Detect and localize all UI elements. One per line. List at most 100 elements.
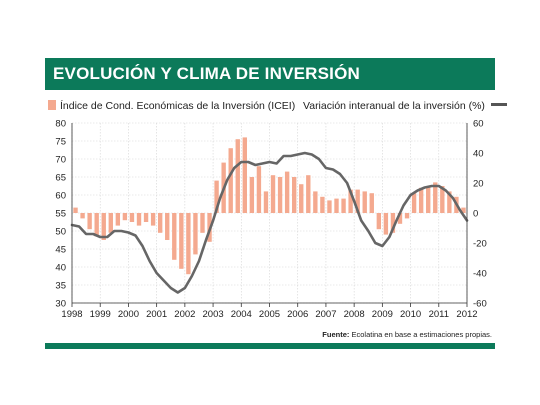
- y-right-tick-label: 60: [473, 118, 484, 129]
- x-tick-label: 2010: [400, 309, 421, 320]
- y-right-tick-label: 40: [473, 148, 484, 159]
- bar: [284, 171, 290, 213]
- x-tick-label: 2005: [259, 309, 280, 320]
- bar: [129, 213, 135, 222]
- bar: [214, 180, 219, 213]
- bar: [150, 213, 156, 226]
- bar: [136, 213, 142, 226]
- bar: [249, 177, 255, 213]
- line-series: [70, 151, 469, 294]
- bar: [440, 186, 445, 213]
- bar: [263, 191, 269, 213]
- bar: [172, 213, 177, 260]
- bar: [433, 182, 438, 213]
- x-tick-label: 1998: [61, 309, 82, 320]
- bar: [397, 213, 403, 224]
- y-right-tick-label: 20: [473, 178, 484, 189]
- legend-bar-swatch: [48, 100, 56, 110]
- y-left-tick-label: 70: [55, 154, 66, 165]
- bar: [73, 207, 78, 213]
- y-left-tick-label: 40: [55, 262, 66, 273]
- bar: [108, 213, 113, 233]
- bar: [200, 213, 205, 233]
- bar: [94, 213, 99, 237]
- bar: [306, 175, 311, 213]
- bar: [411, 193, 417, 213]
- bar: [341, 198, 346, 213]
- y-left-tick-label: 30: [55, 298, 66, 309]
- y-left-tick-label: 55: [55, 208, 66, 219]
- legend-line-label: Variación interanual de la inversión (%): [303, 100, 485, 112]
- x-tick-label: 2012: [456, 309, 477, 320]
- bar: [426, 186, 431, 213]
- bar: [165, 213, 170, 240]
- investment-variation-line: [70, 151, 469, 294]
- y-left-tick-label: 60: [55, 190, 66, 201]
- bar: [179, 213, 184, 269]
- bar: [101, 213, 106, 240]
- chart-header: EVOLUCIÓN Y CLIMA DE INVERSIÓN: [45, 58, 495, 90]
- chart-title: EVOLUCIÓN Y CLIMA DE INVERSIÓN: [53, 64, 361, 83]
- y-left-tick-label: 50: [55, 226, 66, 237]
- bar: [115, 213, 121, 226]
- bar: [390, 213, 396, 233]
- bar: [327, 200, 332, 213]
- bar: [299, 184, 304, 213]
- y-right-tick-label: 0: [473, 208, 478, 219]
- bar: [242, 137, 247, 213]
- source-note: Fuente: Ecolatina en base a estimaciones…: [322, 330, 492, 339]
- source-label: Fuente:: [322, 330, 350, 339]
- y-left-tick-label: 65: [55, 172, 66, 183]
- x-tick-label: 2008: [344, 309, 365, 320]
- bar: [122, 213, 128, 221]
- bar: [186, 213, 191, 275]
- bar: [320, 196, 325, 213]
- bar: [376, 213, 382, 230]
- bar: [369, 193, 374, 213]
- x-tick-label: 2011: [429, 309, 449, 320]
- legend-bars-label: Índice de Cond. Económicas de la Inversi…: [60, 100, 296, 112]
- bar: [418, 187, 424, 213]
- y-right-tick-label: -20: [473, 238, 487, 249]
- x-tick-label: 2007: [315, 309, 336, 320]
- x-tick-label: 2009: [372, 309, 393, 320]
- y-left-tick-label: 35: [55, 280, 66, 291]
- bar: [157, 213, 163, 233]
- bar: [228, 148, 233, 213]
- bar: [270, 175, 276, 213]
- bar: [193, 213, 198, 255]
- bar: [235, 139, 240, 213]
- axes: 30 35 40 45 50 55 60 65 70 75 80 -60 -40 -20 0 20 40 60 19…: [55, 118, 486, 320]
- legend-line-swatch: [490, 103, 507, 106]
- bar: [404, 213, 410, 219]
- bar: [277, 177, 283, 213]
- x-tick-label: 2004: [231, 309, 252, 320]
- bar: [383, 213, 389, 235]
- bar: [355, 189, 360, 213]
- bar: [334, 198, 339, 213]
- legend-line: Variación interanual de la inversión (%): [303, 100, 507, 114]
- bar: [292, 177, 297, 213]
- x-tick-label: 2000: [118, 309, 139, 320]
- legend-bars: Índice de Cond. Económicas de la Inversi…: [48, 100, 295, 114]
- x-tick-label: 1999: [90, 309, 111, 320]
- source-text: Ecolatina en base a estimaciones propias…: [351, 330, 492, 339]
- bar: [143, 213, 149, 222]
- footer-bar: [45, 343, 495, 349]
- y-left-tick-label: 75: [55, 136, 66, 147]
- bar: [461, 207, 466, 213]
- bar: [80, 213, 85, 219]
- x-tick-label: 2006: [287, 309, 308, 320]
- bar: [256, 166, 262, 213]
- y-right-tick-label: -60: [473, 298, 487, 309]
- bar: [313, 191, 318, 213]
- y-left-tick-label: 45: [55, 244, 66, 255]
- bar: [87, 213, 92, 230]
- bar: [447, 191, 452, 213]
- x-tick-label: 2002: [174, 309, 195, 320]
- y-right-tick-label: -40: [473, 268, 487, 279]
- bar: [362, 191, 367, 213]
- bar-series: [73, 137, 466, 275]
- x-tick-label: 2003: [203, 309, 224, 320]
